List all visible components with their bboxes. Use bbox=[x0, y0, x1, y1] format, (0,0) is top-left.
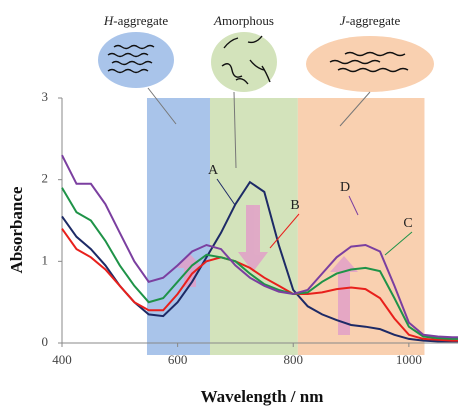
h-bubble bbox=[98, 32, 174, 88]
x-tick-label: 800 bbox=[283, 352, 303, 367]
chart: H-aggregate Amorphous J-aggregate 400 600 80… bbox=[0, 0, 460, 412]
x-tick-label: 400 bbox=[52, 352, 72, 367]
y-axis-label: Absorbance bbox=[7, 186, 26, 273]
y-tick-label: 1 bbox=[42, 252, 49, 267]
x-tick-label: 1000 bbox=[396, 352, 422, 367]
series-label: D bbox=[340, 180, 350, 195]
region-label: H-aggregate bbox=[103, 13, 168, 28]
x-tick-label: 600 bbox=[168, 352, 188, 367]
y-tick-label: 3 bbox=[42, 89, 49, 104]
amorphous-bubble bbox=[211, 32, 277, 92]
region-label: Amorphous bbox=[213, 13, 274, 28]
region bbox=[147, 98, 210, 355]
series-label: A bbox=[208, 163, 219, 178]
regions bbox=[147, 98, 424, 355]
y-tick-label: 2 bbox=[42, 171, 49, 186]
series-label: C bbox=[403, 216, 412, 231]
region-label: J-aggregate bbox=[340, 13, 401, 28]
x-axis-label: Wavelength / nm bbox=[201, 387, 324, 406]
y-tick-label: 0 bbox=[42, 334, 49, 349]
series-label: B bbox=[290, 198, 299, 213]
j-bubble bbox=[306, 36, 434, 92]
